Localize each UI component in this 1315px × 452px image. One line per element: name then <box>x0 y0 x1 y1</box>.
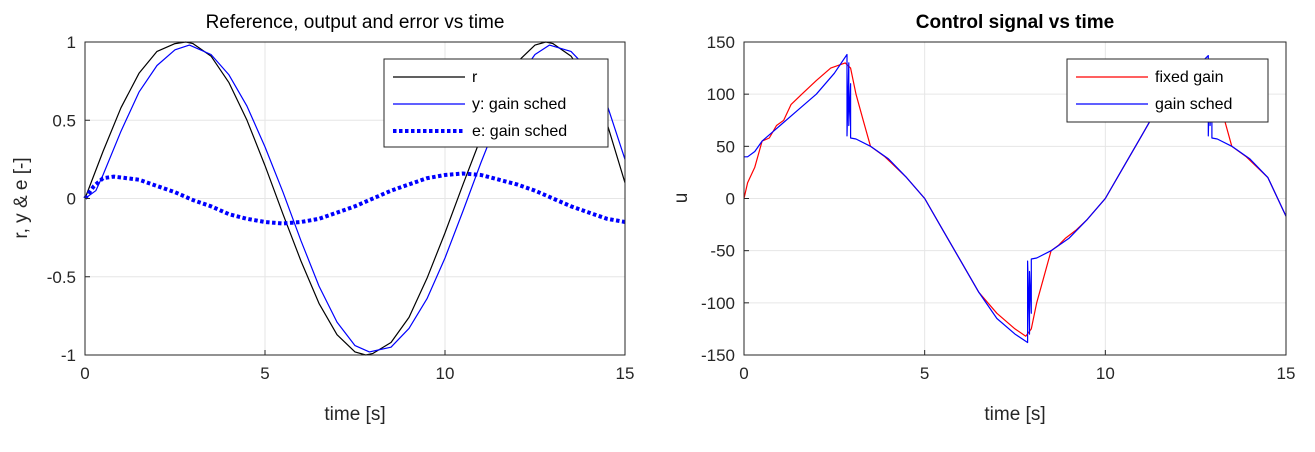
left-ytick-label: 1 <box>67 33 76 52</box>
left-xtick-label: 15 <box>616 364 635 383</box>
right-ytick-label: 0 <box>726 190 735 209</box>
right-xtick-label: 0 <box>739 364 748 383</box>
legend-label-e: e: gain sched <box>472 123 567 140</box>
left-subplot: 0 5 10 15 1 0.5 0 -0.5 -1 Reference, output and … <box>11 12 634 425</box>
right-xtick-label: 15 <box>1277 364 1296 383</box>
left-y-axis-label: r, y & e [-] <box>11 157 32 238</box>
left-ytick-label: 0 <box>67 190 76 209</box>
right-ticks: 0 5 10 15 150 100 50 0 -50 -100 -150 <box>701 33 1295 383</box>
left-ticks: 0 5 10 15 1 0.5 0 -0.5 -1 <box>47 33 635 383</box>
right-ytick-label: 50 <box>716 137 735 156</box>
left-legend-box <box>383 58 609 148</box>
right-y-axis-label: u <box>671 193 692 204</box>
left-xtick-label: 0 <box>80 364 89 383</box>
right-xtick-label: 5 <box>920 364 929 383</box>
left-x-axis-label: time [s] <box>324 404 385 425</box>
right-ytick-label: -150 <box>701 346 735 365</box>
left-legend: r y: gain sched e: gain sched <box>383 58 609 148</box>
right-ytick-label: -50 <box>710 242 735 261</box>
left-ytick-label: -1 <box>61 346 76 365</box>
legend-label-y: y: gain sched <box>472 96 566 113</box>
legend-label-fixed-gain: fixed gain <box>1155 69 1224 86</box>
left-ytick-label: -0.5 <box>47 268 76 287</box>
left-series-line-r <box>84 41 626 356</box>
left-series-line-e-gain-sched <box>83 171 626 226</box>
right-ytick-label: -100 <box>701 294 735 313</box>
right-chart-title: Control signal vs time <box>916 12 1114 33</box>
left-ytick-label: 0.5 <box>52 111 76 130</box>
right-xtick-label: 10 <box>1096 364 1115 383</box>
right-ytick-label: 100 <box>707 85 735 104</box>
right-legend-box <box>1066 58 1269 123</box>
right-ytick-label: 150 <box>707 33 735 52</box>
right-legend: fixed gain gain sched <box>1066 58 1269 123</box>
right-x-axis-label: time [s] <box>984 404 1045 425</box>
legend-label-r: r <box>472 69 478 86</box>
left-xtick-label: 10 <box>436 364 455 383</box>
left-xtick-label: 5 <box>260 364 269 383</box>
left-chart-title: Reference, output and error vs time <box>206 12 505 33</box>
legend-label-gain-sched: gain sched <box>1155 96 1232 113</box>
right-subplot: 0 5 10 15 150 100 50 0 -50 -100 -150 Control signa… <box>671 12 1295 425</box>
